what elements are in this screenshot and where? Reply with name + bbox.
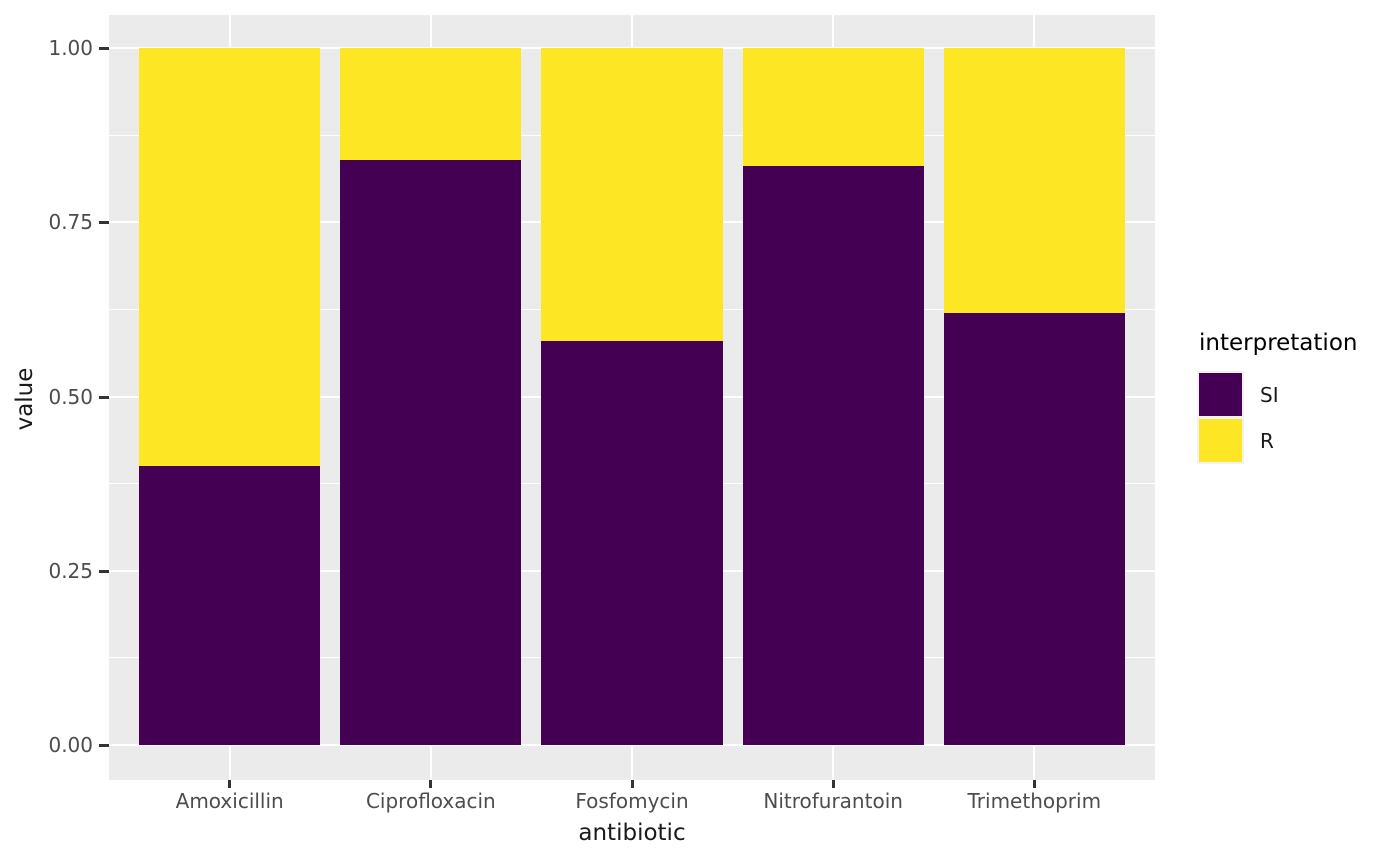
legend-title: interpretation — [1199, 330, 1358, 356]
x-tick-label: Trimethoprim — [967, 789, 1102, 813]
bar-segment-r — [340, 48, 522, 160]
x-tick-mark — [831, 780, 835, 788]
legend-label: R — [1260, 428, 1274, 453]
legend-swatch-si — [1197, 371, 1244, 418]
bar-segment-r — [742, 48, 924, 167]
x-tick-mark — [429, 780, 433, 788]
y-axis-title: value — [12, 367, 38, 431]
y-tick-label: 0.00 — [48, 733, 93, 757]
y-tick-label: 0.75 — [48, 210, 93, 235]
y-tick-mark — [99, 47, 109, 50]
x-tick-label: Fosfomycin — [575, 789, 689, 813]
y-tick-mark — [99, 744, 109, 747]
x-tick-label: Amoxicillin — [175, 789, 284, 813]
y-tick-mark — [99, 221, 109, 225]
bar-segment-r — [541, 48, 723, 341]
y-tick-label: 1.00 — [48, 36, 93, 60]
bar-segment-si — [742, 166, 924, 745]
legend-keys: SI R — [1197, 371, 1400, 464]
bar-segment-si — [139, 466, 321, 745]
legend-swatch-r — [1197, 417, 1244, 464]
x-tick-mark — [1032, 780, 1036, 788]
x-tick-mark — [630, 780, 634, 788]
legend-entry-si: SI — [1197, 371, 1400, 418]
y-tick-label: 0.50 — [48, 384, 93, 409]
legend-label: SI — [1260, 382, 1279, 407]
y-tick-label: 0.25 — [48, 558, 93, 583]
bar-segment-si — [541, 340, 723, 745]
bar-segment-si — [340, 159, 522, 745]
legend-entry-r: R — [1197, 417, 1400, 464]
bar-segment-r — [943, 48, 1125, 313]
x-axis-title: antibiotic — [578, 820, 686, 846]
bar-segment-si — [943, 312, 1125, 745]
y-tick-mark — [99, 569, 109, 573]
plot-panel — [109, 15, 1155, 780]
x-tick-mark — [228, 780, 232, 788]
legend: interpretation SI R — [1197, 330, 1400, 465]
bar-segment-r — [139, 48, 321, 467]
y-tick-mark — [99, 395, 109, 399]
x-tick-label: Ciprofloxacin — [365, 789, 496, 813]
x-tick-label: Nitrofurantoin — [763, 789, 903, 813]
